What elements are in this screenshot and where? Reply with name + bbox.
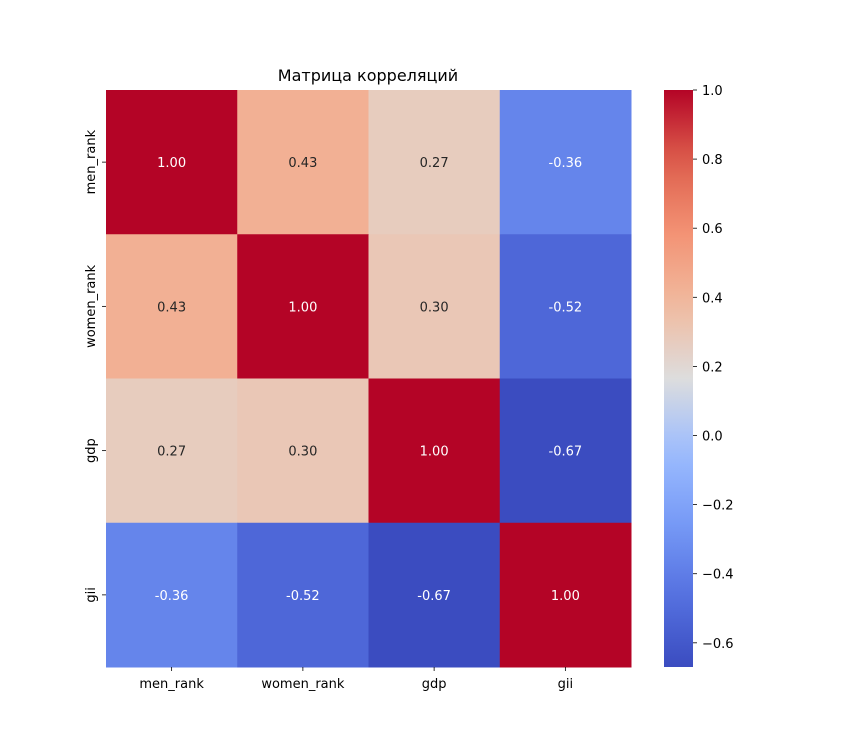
- y-tick-label: gdp: [84, 438, 99, 463]
- cell-value-label: 0.43: [288, 156, 317, 171]
- colorbar-tick-label: 0.6: [702, 222, 723, 237]
- heatmap-cell: [499, 234, 632, 379]
- cell-value-label: -0.52: [286, 589, 320, 604]
- heatmap-cell: [106, 234, 238, 379]
- heatmap-cell: [237, 90, 369, 235]
- colorbar: 1.0 0.8 0.6 0.4 0.2 0.0 −0.2 −0.4 −0.6: [664, 84, 734, 667]
- heatmap-cell: [368, 378, 501, 524]
- cell-value-label: 0.27: [157, 445, 186, 460]
- heatmap-cell: [237, 378, 369, 524]
- heatmap-cell: [106, 90, 238, 235]
- cell-value-label: 1.00: [157, 156, 186, 171]
- cell-value-label: 0.27: [420, 156, 449, 171]
- x-axis: men_rank women_rank gdp gii: [139, 667, 573, 692]
- cell-value-label: 1.00: [551, 589, 580, 604]
- colorbar-tick-label: −0.6: [702, 637, 734, 652]
- heatmap-cell: [368, 234, 501, 379]
- colorbar-tick-label: 1.0: [702, 84, 723, 99]
- colorbar-tick-label: 0.4: [702, 291, 723, 306]
- colorbar-tick-label: 0.0: [702, 430, 723, 445]
- heatmap-cell: [368, 90, 501, 235]
- colorbar-tick-label: 0.2: [702, 360, 723, 375]
- colorbar-tick-label: 0.8: [702, 153, 723, 168]
- cell-value-label: 1.00: [288, 300, 317, 315]
- cell-value-label: 0.43: [157, 300, 186, 315]
- cell-value-label: -0.67: [417, 589, 451, 604]
- heatmap-cell: [368, 522, 501, 668]
- heatmap-cell: [106, 522, 238, 668]
- heatmap-cell: [499, 90, 632, 235]
- heatmap-cell: [499, 522, 632, 668]
- colorbar-tick-label: −0.2: [702, 499, 734, 514]
- cell-value-label: -0.52: [549, 300, 583, 315]
- heatmap-cell: [237, 522, 369, 668]
- x-tick-label: gdp: [422, 677, 447, 692]
- cell-value-label: -0.36: [549, 156, 583, 171]
- x-tick-label: men_rank: [139, 677, 204, 692]
- cell-value-label: -0.36: [155, 589, 189, 604]
- x-tick-label: women_rank: [261, 677, 345, 692]
- y-tick-label: women_rank: [84, 264, 99, 348]
- heatmap-cell: [237, 234, 369, 379]
- heatmap-cell: [499, 378, 632, 524]
- cell-value-label: -0.67: [549, 445, 583, 460]
- colorbar-tick-label: −0.4: [702, 568, 734, 583]
- chart-title: Матрица корреляций: [278, 66, 458, 85]
- y-tick-label: men_rank: [84, 129, 99, 194]
- cell-value-label: 0.30: [420, 300, 449, 315]
- colorbar-gradient: [664, 90, 693, 667]
- cell-value-label: 1.00: [420, 445, 449, 460]
- cell-value-label: 0.30: [288, 445, 317, 460]
- x-tick-label: gii: [558, 677, 573, 692]
- heatmap-cell: [106, 378, 238, 524]
- heatmap-cells: 1.00 0.43 0.27 -0.36 0.43 1.00 0.30 -0.52 0.27 0.…: [106, 90, 632, 668]
- y-tick-label: gii: [84, 587, 99, 602]
